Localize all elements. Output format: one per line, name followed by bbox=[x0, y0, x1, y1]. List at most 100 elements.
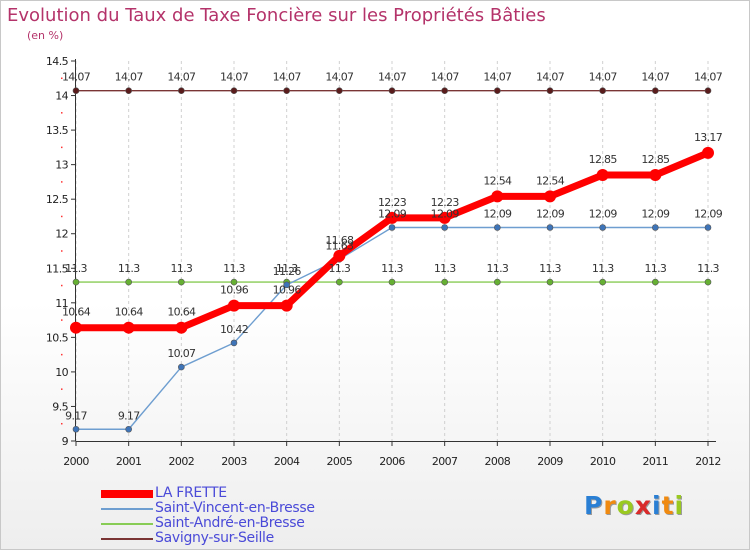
data-point-saint-vincent-en-bresse bbox=[494, 224, 501, 231]
data-label-saint-vincent-en-bresse: 9.17 bbox=[118, 409, 140, 422]
data-label-saint-andre-en-bresse: 11.3 bbox=[644, 262, 666, 275]
y-tick-label: 14 bbox=[55, 90, 68, 103]
data-label-la-frette: 12.85 bbox=[641, 153, 670, 166]
data-label-saint-vincent-en-bresse: 9.17 bbox=[65, 409, 87, 422]
logo-letter: i bbox=[674, 491, 685, 520]
data-point-savigny-sur-seille bbox=[652, 87, 659, 95]
data-label-saint-vincent-en-bresse: 10.07 bbox=[167, 347, 196, 360]
data-point-saint-vincent-en-bresse bbox=[441, 224, 448, 231]
data-point-savigny-sur-seille bbox=[230, 87, 238, 95]
data-point-saint-vincent-en-bresse bbox=[72, 425, 80, 433]
data-label-la-frette: 12.85 bbox=[589, 153, 618, 166]
data-label-la-frette: 10.64 bbox=[62, 306, 91, 319]
x-tick-label: 2005 bbox=[327, 455, 353, 468]
y-tick-label: 9.5 bbox=[52, 400, 68, 413]
data-label-saint-andre-en-bresse: 11.3 bbox=[276, 262, 298, 275]
legend-swatch-la-frette bbox=[101, 490, 153, 498]
data-point-saint-andre-en-bresse bbox=[704, 278, 712, 286]
data-label-savigny-sur-seille: 14.07 bbox=[167, 71, 196, 84]
data-label-saint-andre-en-bresse: 11.3 bbox=[592, 262, 614, 275]
legend-swatch-savigny-sur-seille bbox=[101, 538, 153, 540]
data-point-la-frette bbox=[175, 321, 188, 334]
data-label-saint-vincent-en-bresse: 11.26 bbox=[273, 265, 302, 278]
data-label-savigny-sur-seille: 14.07 bbox=[694, 71, 723, 84]
data-point-la-frette bbox=[649, 169, 662, 181]
y-tick-label: 10.5 bbox=[46, 331, 69, 344]
data-label-saint-vincent-en-bresse: 12.09 bbox=[431, 208, 460, 221]
y-tick-label: 13.5 bbox=[46, 124, 69, 137]
data-label-la-frette: 13.17 bbox=[694, 131, 723, 144]
data-point-savigny-sur-seille bbox=[441, 87, 448, 95]
data-label-saint-andre-en-bresse: 11.3 bbox=[381, 262, 403, 275]
data-label-saint-andre-en-bresse: 11.3 bbox=[118, 262, 140, 275]
data-point-saint-vincent-en-bresse bbox=[230, 339, 238, 347]
logo-letter: P bbox=[584, 491, 604, 520]
data-label-la-frette: 10.64 bbox=[115, 306, 144, 319]
y-tick-label: 12 bbox=[55, 228, 68, 241]
data-point-la-frette bbox=[122, 321, 135, 334]
data-label-la-frette: 12.23 bbox=[431, 196, 460, 209]
data-label-saint-vincent-en-bresse: 12.09 bbox=[483, 208, 512, 221]
data-point-savigny-sur-seille bbox=[494, 87, 501, 95]
data-label-la-frette: 10.64 bbox=[167, 306, 196, 319]
legend-swatch-saint-andre-en-bresse bbox=[101, 523, 153, 525]
data-point-savigny-sur-seille bbox=[125, 87, 132, 95]
data-label-saint-andre-en-bresse: 11.3 bbox=[697, 262, 719, 275]
data-point-saint-vincent-en-bresse bbox=[546, 224, 554, 231]
data-label-saint-vincent-en-bresse: 12.09 bbox=[589, 208, 618, 221]
data-label-la-frette: 12.54 bbox=[483, 174, 512, 187]
data-point-saint-andre-en-bresse bbox=[72, 278, 80, 286]
data-label-savigny-sur-seille: 14.07 bbox=[62, 71, 91, 84]
data-point-saint-andre-en-bresse bbox=[494, 278, 501, 286]
data-point-la-frette bbox=[333, 249, 346, 262]
data-label-saint-andre-en-bresse: 11.3 bbox=[486, 262, 508, 275]
logo-letter: r bbox=[603, 491, 617, 520]
data-label-savigny-sur-seille: 14.07 bbox=[589, 71, 618, 84]
x-tick-label: 2009 bbox=[537, 455, 563, 468]
data-point-la-frette bbox=[228, 299, 240, 312]
data-point-saint-vincent-en-bresse bbox=[704, 224, 712, 231]
data-label-saint-vincent-en-bresse: 12.09 bbox=[378, 208, 407, 221]
y-tick-label: 12.5 bbox=[46, 193, 69, 206]
data-labels: 14.07 14.07 14.07 14.07 14.07 14.07 14.07 14.07… bbox=[62, 71, 723, 423]
data-point-saint-vincent-en-bresse bbox=[388, 224, 396, 231]
data-label-la-frette: 10.96 bbox=[273, 284, 302, 297]
data-point-saint-andre-en-bresse bbox=[230, 278, 238, 286]
x-tick-label: 2001 bbox=[116, 455, 142, 468]
data-point-saint-vincent-en-bresse bbox=[125, 425, 132, 433]
y-tick-label: 10 bbox=[55, 366, 68, 379]
logo-letter: t bbox=[661, 491, 675, 520]
data-label-savigny-sur-seille: 14.07 bbox=[325, 71, 354, 84]
axes: 9 9.5 10 10.5 11 11.5 12 12.5 13 13.5 14 14.5 2000 20… bbox=[46, 55, 721, 468]
data-point-saint-andre-en-bresse bbox=[125, 278, 132, 286]
data-label-savigny-sur-seille: 14.07 bbox=[536, 71, 565, 84]
y-tick-label: 11 bbox=[55, 297, 68, 310]
data-point-saint-andre-en-bresse bbox=[388, 278, 396, 286]
data-label-saint-vincent-en-bresse: 12.09 bbox=[536, 208, 565, 221]
data-label-la-frette: 12.23 bbox=[378, 196, 407, 209]
data-point-saint-vincent-en-bresse bbox=[283, 281, 290, 289]
x-tick-label: 2003 bbox=[221, 455, 247, 468]
data-point-la-frette bbox=[596, 169, 609, 181]
chart-subtitle: (en %) bbox=[27, 29, 64, 42]
legend-label-saint-vincent-en-bresse: Saint-Vincent-en-Bresse bbox=[155, 500, 315, 516]
data-label-saint-vincent-en-bresse: 10.42 bbox=[220, 323, 248, 336]
x-tick-label: 2006 bbox=[379, 455, 405, 468]
x-tick-label: 2002 bbox=[169, 455, 195, 468]
data-point-la-frette bbox=[702, 146, 714, 159]
data-label-savigny-sur-seille: 14.07 bbox=[641, 71, 670, 84]
logo-letter: i bbox=[652, 491, 662, 520]
data-point-saint-andre-en-bresse bbox=[599, 278, 606, 286]
data-point-la-frette bbox=[544, 190, 556, 203]
x-tick-label: 2007 bbox=[432, 455, 458, 468]
data-label-saint-andre-en-bresse: 11.3 bbox=[223, 262, 245, 275]
data-label-la-frette: 12.54 bbox=[536, 174, 565, 187]
y-tick-label: 9 bbox=[62, 435, 69, 448]
data-point-la-frette bbox=[70, 321, 82, 334]
grid bbox=[75, 61, 709, 441]
data-point-saint-andre-en-bresse bbox=[652, 278, 659, 286]
data-label-saint-andre-en-bresse: 11.3 bbox=[65, 262, 87, 275]
data-point-savigny-sur-seille bbox=[546, 87, 554, 95]
legend-label-la-frette: LA FRETTE bbox=[155, 485, 227, 501]
data-point-saint-vincent-en-bresse bbox=[178, 363, 185, 371]
